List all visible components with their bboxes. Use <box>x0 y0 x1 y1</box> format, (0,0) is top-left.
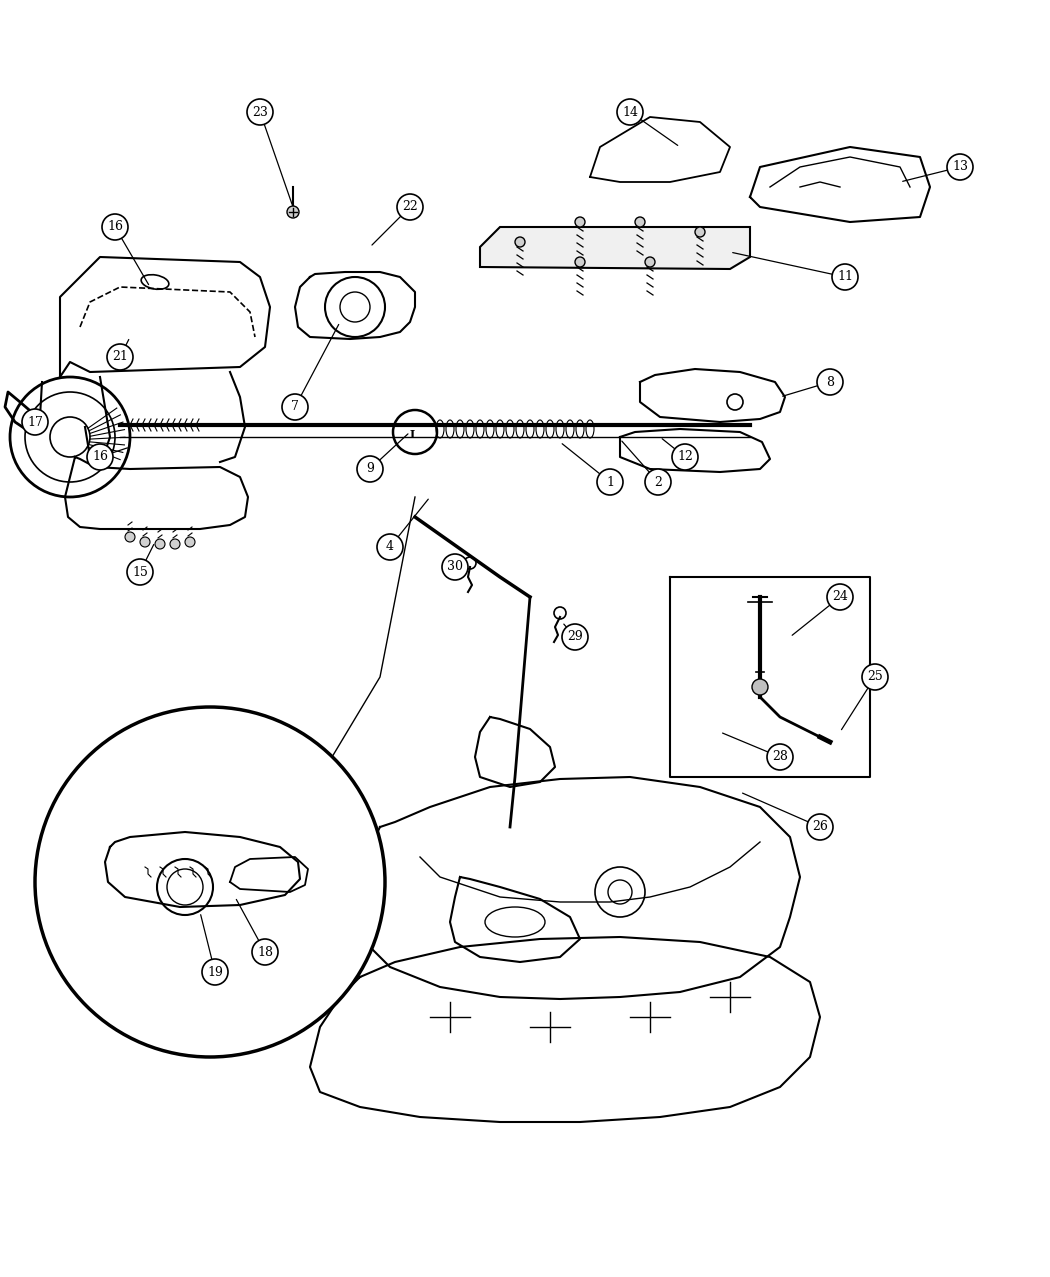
Text: 8: 8 <box>826 375 834 388</box>
Circle shape <box>862 664 888 690</box>
Circle shape <box>140 538 150 547</box>
Text: 2: 2 <box>654 475 662 489</box>
Circle shape <box>597 469 623 495</box>
Text: 30: 30 <box>447 561 463 573</box>
Circle shape <box>807 813 833 840</box>
Text: I: I <box>410 429 415 439</box>
Circle shape <box>442 554 468 580</box>
Text: 1: 1 <box>606 475 614 489</box>
Circle shape <box>155 539 165 549</box>
Circle shape <box>125 533 135 541</box>
Circle shape <box>170 539 180 549</box>
Text: 11: 11 <box>837 271 853 283</box>
Circle shape <box>575 257 585 267</box>
Text: 4: 4 <box>386 540 394 553</box>
Circle shape <box>827 584 853 610</box>
Text: 13: 13 <box>952 161 968 174</box>
Circle shape <box>645 469 671 495</box>
Text: 18: 18 <box>257 945 273 959</box>
Circle shape <box>562 624 588 650</box>
Circle shape <box>127 559 153 585</box>
Text: 24: 24 <box>832 590 848 604</box>
Text: 23: 23 <box>252 106 268 119</box>
Text: 7: 7 <box>291 401 299 414</box>
Text: 19: 19 <box>207 965 223 978</box>
Text: 9: 9 <box>366 462 374 475</box>
Text: 16: 16 <box>92 451 108 464</box>
Circle shape <box>514 238 525 246</box>
Text: 25: 25 <box>867 670 883 683</box>
Circle shape <box>947 155 973 180</box>
Circle shape <box>102 215 128 240</box>
Circle shape <box>87 444 113 470</box>
Circle shape <box>617 100 643 125</box>
Circle shape <box>695 227 705 238</box>
Text: 12: 12 <box>677 451 693 464</box>
Circle shape <box>672 444 698 470</box>
Circle shape <box>645 257 655 267</box>
Circle shape <box>185 538 195 547</box>
Text: 28: 28 <box>772 751 788 764</box>
Circle shape <box>282 395 308 420</box>
Text: 16: 16 <box>107 221 123 234</box>
Circle shape <box>107 344 133 370</box>
Circle shape <box>35 707 385 1057</box>
Circle shape <box>832 264 858 290</box>
Circle shape <box>635 217 645 227</box>
Text: 17: 17 <box>27 415 43 429</box>
Circle shape <box>575 217 585 227</box>
Text: 15: 15 <box>132 566 148 578</box>
Circle shape <box>377 534 403 561</box>
Circle shape <box>357 456 383 481</box>
Text: 29: 29 <box>567 631 583 644</box>
Text: 14: 14 <box>622 106 638 119</box>
Circle shape <box>252 939 278 965</box>
Text: 22: 22 <box>402 200 418 213</box>
Circle shape <box>287 206 299 218</box>
Circle shape <box>247 100 273 125</box>
Polygon shape <box>480 227 750 269</box>
Circle shape <box>397 194 423 220</box>
Circle shape <box>817 369 843 395</box>
Circle shape <box>22 409 48 435</box>
Circle shape <box>202 959 228 985</box>
Circle shape <box>752 679 768 695</box>
Circle shape <box>766 744 793 770</box>
Text: 21: 21 <box>112 350 128 364</box>
Text: 26: 26 <box>812 821 828 834</box>
